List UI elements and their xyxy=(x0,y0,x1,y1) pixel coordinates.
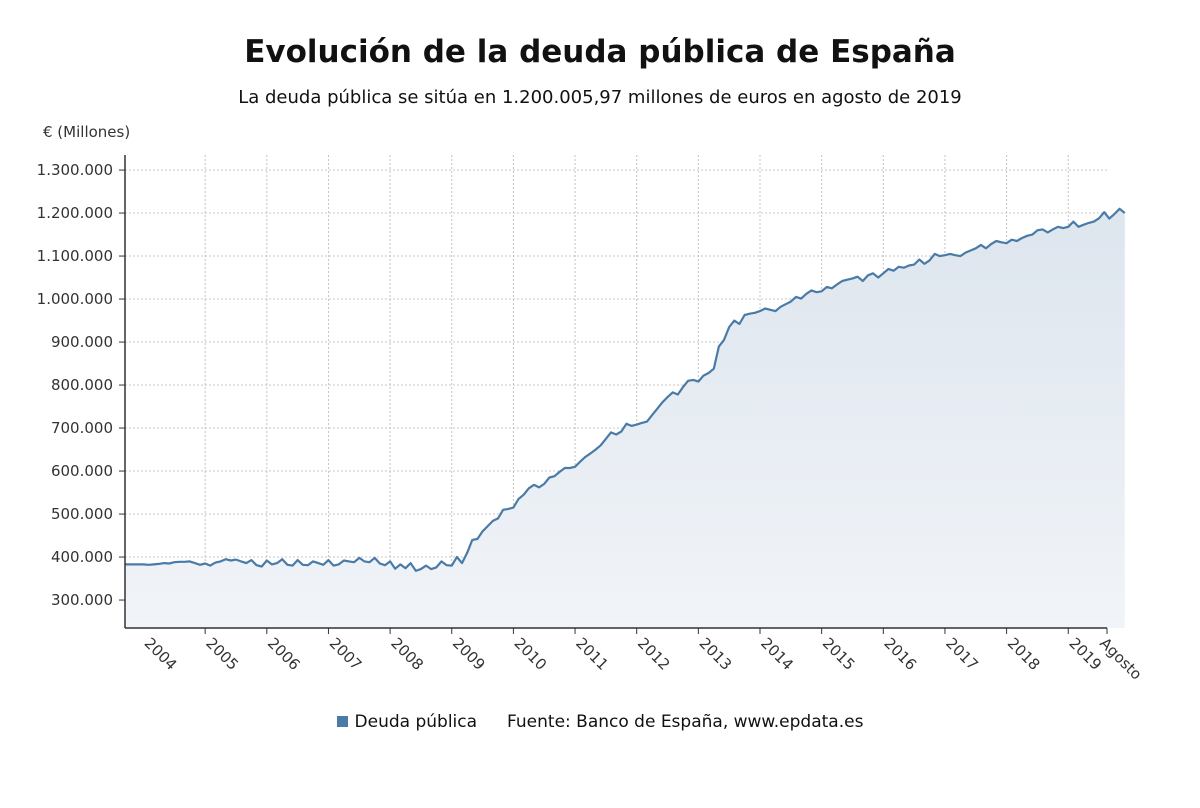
debt-series-line xyxy=(125,207,1126,572)
y-tick-label: 900.000 xyxy=(51,333,113,351)
x-tick-label: 2015 xyxy=(819,634,859,674)
legend-series-label: Deuda pública xyxy=(354,712,478,732)
y-tick-label: 500.000 xyxy=(51,505,113,523)
y-axis-unit-label: € (Millones) xyxy=(43,123,130,141)
legend-swatch xyxy=(336,716,348,727)
y-tick-label: 300.000 xyxy=(51,591,113,609)
y-tick-label: 1.000.000 xyxy=(37,290,113,308)
x-tick-label: 2012 xyxy=(634,634,674,674)
x-tick-label: 2005 xyxy=(202,634,242,674)
y-tick-label: 1.100.000 xyxy=(37,247,113,265)
y-tick-label: 1.200.000 xyxy=(37,204,113,222)
y-tick-label: 1.300.000 xyxy=(37,161,113,179)
y-tick-labels: 300.000 400.000 500.000 600.000 700.000 800.0… xyxy=(37,161,113,609)
source-label: Fuente: Banco de España, www.epdata.es xyxy=(507,712,864,732)
x-tick-label: 2018 xyxy=(1004,634,1044,674)
chart-subtitle: La deuda pública se sitúa en 1.200.005,9… xyxy=(238,87,962,108)
x-tick-label: 2007 xyxy=(326,634,366,674)
y-tick-label: 400.000 xyxy=(51,548,113,566)
chart-title: Evolución de la deuda pública de España xyxy=(244,34,956,70)
y-tick-label: 800.000 xyxy=(51,376,113,394)
x-tick-label: 2008 xyxy=(387,634,427,674)
x-tick-label: 2013 xyxy=(696,634,736,674)
debt-area-fill xyxy=(125,208,1125,629)
y-tick-label: 600.000 xyxy=(51,462,113,480)
x-tick-label: 2019 xyxy=(1065,634,1105,674)
x-tick-label: 2004 xyxy=(141,634,181,674)
x-tick-label: 2016 xyxy=(880,634,920,674)
x-tick-label: 2010 xyxy=(511,634,551,674)
x-tick-label: 2009 xyxy=(449,634,489,674)
x-tick-label: 2006 xyxy=(264,634,304,674)
y-tick-label: 700.000 xyxy=(51,419,113,437)
x-tick-labels: 2004 2005 2006 2007 2008 2009 2010 2011 2012 2013… xyxy=(141,634,1146,683)
x-tick-label: 2014 xyxy=(757,634,797,674)
legend: Deuda pública Fuente: Banco de España, ww… xyxy=(0,712,1200,732)
x-tick-label: 2011 xyxy=(572,634,612,674)
x-tick-label: 2017 xyxy=(942,634,982,674)
axes xyxy=(119,155,1108,634)
